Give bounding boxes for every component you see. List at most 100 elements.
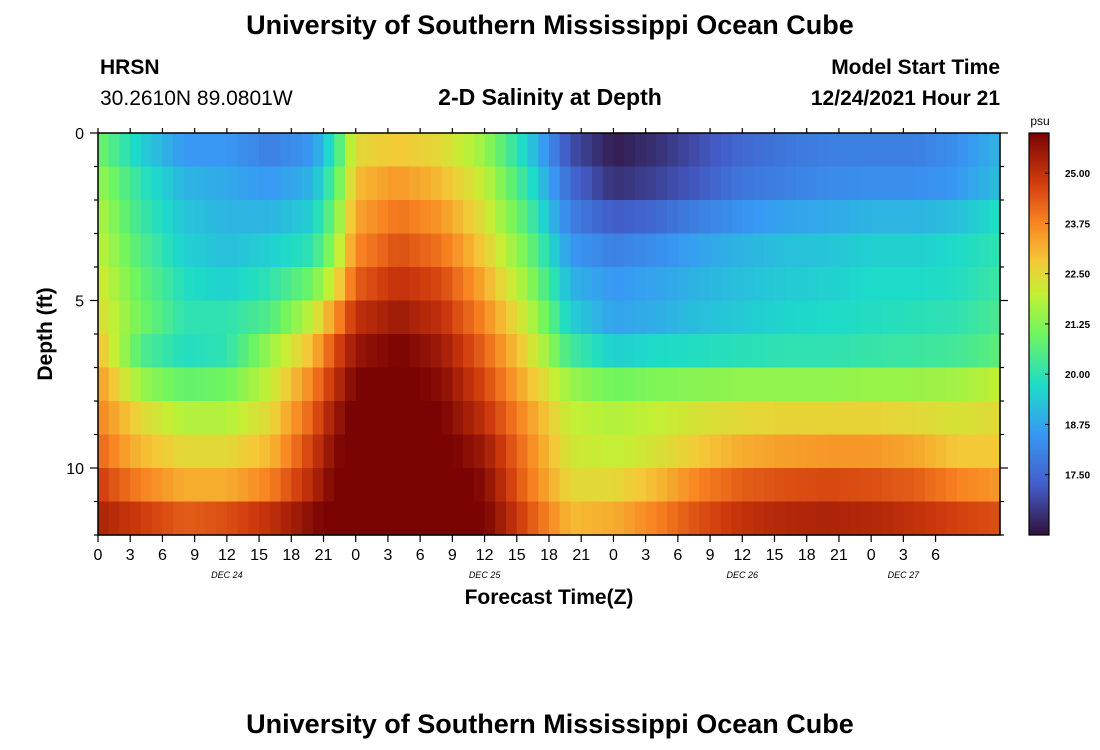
heatmap-cell xyxy=(355,300,368,335)
heatmap-cells xyxy=(98,133,1001,536)
heatmap-cell xyxy=(602,166,615,201)
heatmap-cell xyxy=(903,367,915,402)
heatmap-cell xyxy=(506,434,518,469)
heatmap-cell xyxy=(677,367,690,402)
heatmap-cell xyxy=(957,233,969,268)
heatmap-cell xyxy=(194,468,206,503)
heatmap-cell xyxy=(753,233,765,268)
heatmap-cell xyxy=(613,501,625,536)
heatmap-cell xyxy=(291,200,303,235)
heatmap-cell xyxy=(302,233,314,268)
colorbar-tick-label: 17.50 xyxy=(1065,471,1090,482)
heatmap-cell xyxy=(957,401,969,436)
heatmap-cell xyxy=(312,166,325,201)
heatmap-cell xyxy=(989,300,1001,335)
heatmap-cell xyxy=(495,334,507,369)
heatmap-cell xyxy=(398,501,411,536)
heatmap-cell xyxy=(806,401,819,436)
heatmap-cell xyxy=(914,434,926,469)
day-label: DEC 27 xyxy=(888,570,921,580)
heatmap-cell xyxy=(699,133,711,168)
heatmap-cell xyxy=(420,334,432,369)
heatmap-cell xyxy=(656,367,668,402)
heatmap-cell xyxy=(291,401,303,436)
heatmap-cell xyxy=(387,501,400,536)
heatmap-cell xyxy=(248,501,260,536)
heatmap-cell xyxy=(473,166,486,201)
heatmap-cell xyxy=(194,267,206,302)
heatmap-cell xyxy=(366,401,378,436)
heatmap-cell xyxy=(731,300,743,335)
heatmap-cell xyxy=(795,501,808,536)
heatmap-cell xyxy=(645,501,657,536)
heatmap-cell xyxy=(452,468,464,503)
x-tick-label: 21 xyxy=(572,547,590,564)
heatmap-cell xyxy=(570,334,582,369)
heatmap-cell xyxy=(624,166,636,201)
heatmap-cell xyxy=(742,501,754,536)
heatmap-cell xyxy=(935,334,947,369)
heatmap-cell xyxy=(173,200,185,235)
heatmap-cell xyxy=(624,133,636,168)
heatmap-cell xyxy=(463,334,475,369)
heatmap-cell xyxy=(441,166,453,201)
heatmap-cell xyxy=(559,334,572,369)
heatmap-cell xyxy=(98,300,110,335)
heatmap-cell xyxy=(849,468,862,503)
heatmap-cell xyxy=(720,501,733,536)
heatmap-cell xyxy=(280,300,292,335)
heatmap-cell xyxy=(162,434,174,469)
y-tick-label: 5 xyxy=(75,294,84,311)
heatmap-cell xyxy=(849,401,862,436)
heatmap-cell xyxy=(484,233,496,268)
heatmap-cell xyxy=(688,166,700,201)
heatmap-cell xyxy=(613,267,625,302)
y-axis: 0 5 10 xyxy=(66,126,1008,536)
heatmap-cell xyxy=(828,401,840,436)
heatmap-cell xyxy=(398,200,411,235)
heatmap-cell xyxy=(516,133,529,168)
heatmap-cell xyxy=(248,434,260,469)
heatmap-cell xyxy=(570,233,582,268)
heatmap-cell xyxy=(237,401,249,436)
heatmap-cell xyxy=(334,133,346,168)
heatmap-cell xyxy=(559,133,572,168)
heatmap-cell xyxy=(506,401,518,436)
heatmap-cell xyxy=(108,501,121,536)
heatmap-cell xyxy=(849,300,862,335)
heatmap-cell xyxy=(205,434,217,469)
heatmap-cell xyxy=(237,468,249,503)
heatmap-cell xyxy=(591,334,604,369)
heatmap-cell xyxy=(677,334,690,369)
heatmap-cell xyxy=(409,501,421,536)
heatmap-cell xyxy=(935,367,947,402)
heatmap-cell xyxy=(989,468,1001,503)
heatmap-cell xyxy=(924,133,937,168)
heatmap-cell xyxy=(323,233,335,268)
heatmap-cell xyxy=(151,401,164,436)
heatmap-cell xyxy=(946,334,958,369)
heatmap-cell xyxy=(699,367,711,402)
heatmap-cell xyxy=(763,501,776,536)
heatmap-cell xyxy=(430,200,443,235)
heatmap-cell xyxy=(860,501,872,536)
heatmap-cell xyxy=(634,200,647,235)
heatmap-cell xyxy=(495,434,507,469)
heatmap-cell xyxy=(420,133,432,168)
heatmap-cell xyxy=(377,468,389,503)
heatmap-cell xyxy=(817,300,829,335)
x-tick-label: 6 xyxy=(416,547,425,564)
heatmap-cell xyxy=(280,468,292,503)
heatmap-cell xyxy=(151,200,164,235)
heatmap-cell xyxy=(473,267,486,302)
salinity-heatmap-chart: 0 3 6 9 12 15 18 21 0 3 6 9 12 15 18 21 0 3 6 9 12 15 18 21 0 3 6D… xyxy=(34,114,1090,609)
heatmap-cell xyxy=(527,133,539,168)
heatmap-cell xyxy=(935,501,947,536)
heatmap-cell xyxy=(795,133,808,168)
heatmap-cell xyxy=(409,434,421,469)
heatmap-cell xyxy=(645,267,657,302)
heatmap-cell xyxy=(753,434,765,469)
heatmap-cell xyxy=(98,501,110,536)
day-label: DEC 25 xyxy=(469,570,502,580)
heatmap-cell xyxy=(742,166,754,201)
